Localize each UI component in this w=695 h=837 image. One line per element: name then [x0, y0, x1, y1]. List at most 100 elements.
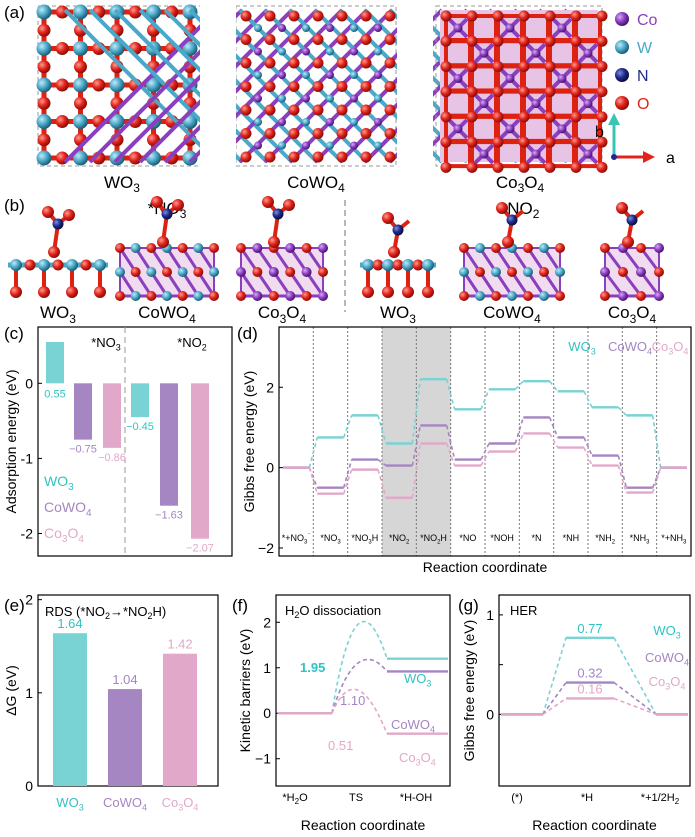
o-atom — [544, 60, 556, 72]
o-atom — [283, 199, 295, 211]
o-atom — [74, 96, 87, 110]
o-atom — [570, 161, 582, 173]
connector-Co3O4 — [613, 697, 657, 716]
slab-atom — [459, 267, 469, 277]
slab-atom — [177, 291, 188, 301]
connector-Co3O4 — [308, 467, 319, 494]
o-atom — [466, 10, 478, 22]
group-label: *NO2 — [177, 335, 207, 353]
bar-value-label: 1.42 — [167, 637, 192, 652]
o-atom — [52, 259, 64, 271]
o-atom — [466, 60, 478, 72]
slab-atom — [636, 243, 646, 253]
w-atom — [146, 77, 161, 93]
o-atom — [388, 246, 400, 258]
o-atom — [492, 136, 504, 148]
n-atom — [272, 208, 284, 220]
o-atom — [466, 161, 478, 173]
x-category-label: *NH — [563, 533, 580, 543]
slab-atom — [475, 243, 485, 253]
o-atom — [518, 86, 530, 98]
axis-origin-icon — [611, 154, 617, 160]
o-atom — [360, 34, 372, 45]
mask — [397, 0, 433, 170]
o-atom — [570, 35, 582, 47]
panel-a-label: (a) — [4, 3, 25, 22]
co-atom — [531, 99, 541, 109]
slab-atom — [252, 267, 263, 277]
o-atom — [518, 111, 530, 123]
o-atom — [384, 57, 396, 69]
o-atom — [492, 10, 504, 22]
bar-CoWO4-*NO2 — [160, 383, 178, 506]
metal-atom — [302, 118, 310, 126]
o-atom — [384, 10, 396, 22]
co-legend-label: Co — [637, 12, 658, 29]
adsorption-structure-label: Co3O4 — [608, 303, 657, 326]
slab-atom — [475, 291, 485, 301]
o-atom — [94, 286, 106, 298]
connector-Co3O4 — [583, 447, 593, 466]
w-atom — [109, 41, 125, 56]
legend-entry: CoWO4 — [608, 339, 652, 357]
metal-atom — [326, 24, 334, 32]
bar-value-label: −1.63 — [155, 510, 183, 522]
o-atom — [518, 60, 530, 72]
slab-atom — [491, 267, 501, 277]
bar-value-label: −0.45 — [126, 421, 154, 433]
w-atom — [382, 259, 394, 271]
legend-entry: WO3 — [568, 339, 595, 357]
y-axis-label: ΔG (eV) — [3, 665, 19, 716]
w-atom — [73, 4, 88, 20]
o-atom — [264, 10, 276, 22]
metal-atom — [350, 71, 358, 79]
connector-WO3 — [342, 415, 353, 438]
slab-atom — [318, 291, 328, 301]
w-atom — [73, 150, 88, 166]
connector-WO3 — [617, 406, 627, 416]
slab-atom — [209, 291, 219, 301]
y-axis-label: Kinetic barriers (eV) — [237, 629, 253, 753]
metal-atom — [326, 118, 334, 126]
co-atom — [583, 99, 593, 109]
metal-atom — [302, 94, 310, 103]
slab-atom — [268, 291, 279, 301]
x-category-label: *NO3H — [351, 533, 378, 546]
slab-atom — [539, 291, 549, 301]
w-atom — [94, 259, 106, 271]
slab-atom — [193, 267, 204, 277]
chart-title: HER — [510, 603, 537, 618]
co-atom — [479, 99, 489, 109]
o-atom — [596, 10, 608, 22]
o-atom — [570, 136, 582, 148]
o-atom — [596, 161, 608, 173]
w-atom — [146, 4, 161, 20]
o-atom — [288, 151, 300, 163]
series-label: WO3 — [404, 671, 431, 689]
plot-frame — [278, 326, 692, 557]
o-atom — [596, 111, 608, 123]
o-atom — [336, 10, 348, 22]
panel-g-label: (g) — [458, 596, 479, 615]
slab-atom — [475, 267, 485, 277]
metal-atom — [374, 71, 382, 79]
category-label: CoWO4 — [103, 795, 147, 813]
slab-atom — [177, 243, 188, 253]
panel-f-label: (f) — [232, 596, 248, 615]
slab-atom — [236, 243, 246, 253]
legend-entry: WO3 — [653, 623, 680, 641]
connector-CoWO4 — [548, 417, 559, 438]
y-tick-label: 1 — [486, 607, 494, 623]
slab-atom — [252, 243, 263, 253]
metal-atom — [302, 47, 310, 56]
o-atom — [336, 81, 348, 92]
o-atom — [37, 23, 51, 37]
o-atom — [518, 136, 530, 148]
o-atom — [312, 151, 324, 163]
panel-e-label: (e) — [4, 596, 25, 615]
o-atom — [151, 196, 163, 208]
co-atom — [505, 124, 515, 134]
o-atom — [384, 34, 396, 45]
panel-d-label: (d) — [237, 324, 258, 343]
